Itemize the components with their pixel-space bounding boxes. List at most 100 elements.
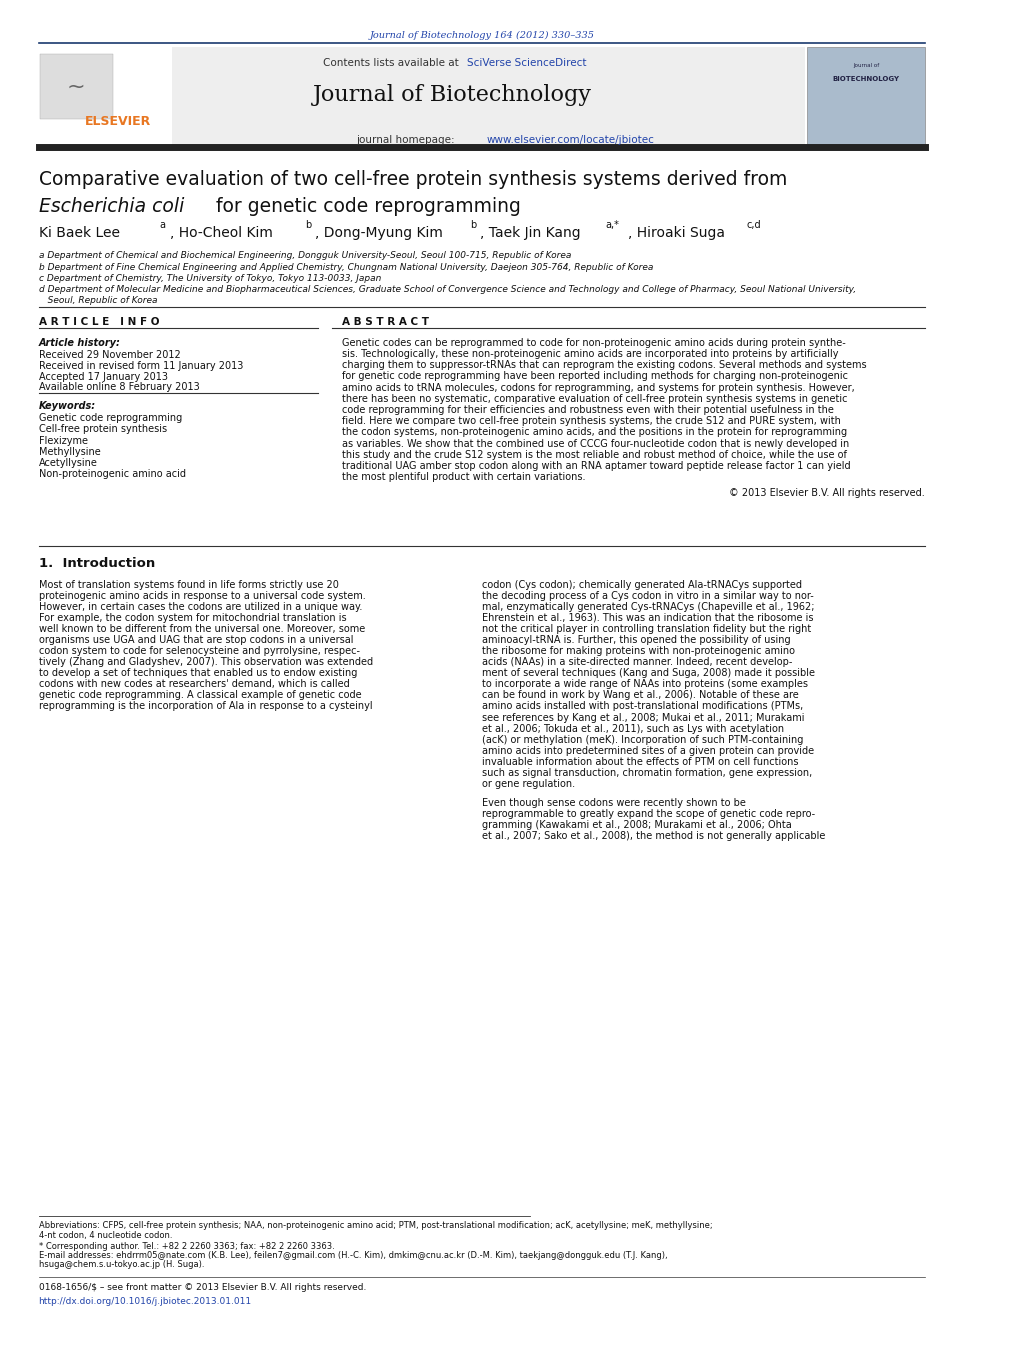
Text: the codon systems, non-proteinogenic amino acids, and the positions in the prote: the codon systems, non-proteinogenic ami… — [342, 427, 847, 438]
Text: reprogramming is the incorporation of Ala in response to a cysteinyl: reprogramming is the incorporation of Al… — [39, 701, 373, 712]
Text: codon (Cys codon); chemically generated Ala-tRNACys supported: codon (Cys codon); chemically generated … — [482, 580, 801, 589]
Text: journal homepage:: journal homepage: — [356, 135, 458, 145]
Text: hsuga@chem.s.u-tokyo.ac.jp (H. Suga).: hsuga@chem.s.u-tokyo.ac.jp (H. Suga). — [39, 1260, 204, 1270]
Text: a Department of Chemical and Biochemical Engineering, Dongguk University-Seoul, : a Department of Chemical and Biochemical… — [39, 251, 571, 261]
Text: Escherichia coli: Escherichia coli — [39, 197, 184, 216]
Text: code reprogramming for their efficiencies and robustness even with their potenti: code reprogramming for their efficiencie… — [342, 405, 834, 415]
Text: A B S T R A C T: A B S T R A C T — [342, 317, 429, 327]
Text: 1.  Introduction: 1. Introduction — [39, 557, 155, 570]
Text: Journal of Biotechnology: Journal of Biotechnology — [313, 84, 592, 105]
Text: Available online 8 February 2013: Available online 8 February 2013 — [39, 382, 199, 392]
Text: a,*: a,* — [605, 220, 619, 230]
Text: © 2013 Elsevier B.V. All rights reserved.: © 2013 Elsevier B.V. All rights reserved… — [729, 488, 925, 497]
Text: 4-nt codon, 4 nucleotide codon.: 4-nt codon, 4 nucleotide codon. — [39, 1231, 173, 1240]
Text: ELSEVIER: ELSEVIER — [85, 115, 151, 128]
Text: amino acids installed with post-translational modifications (PTMs,: amino acids installed with post-translat… — [482, 701, 803, 712]
Text: , Hiroaki Suga: , Hiroaki Suga — [628, 226, 725, 239]
Text: c,d: c,d — [746, 220, 762, 230]
Text: Genetic code reprogramming: Genetic code reprogramming — [39, 413, 182, 423]
Text: codons with new codes at researchers' demand, which is called: codons with new codes at researchers' de… — [39, 680, 349, 689]
Text: Contents lists available at: Contents lists available at — [324, 58, 463, 68]
Text: b: b — [471, 220, 477, 230]
Text: proteinogenic amino acids in response to a universal code system.: proteinogenic amino acids in response to… — [39, 590, 366, 601]
Text: for genetic code reprogramming: for genetic code reprogramming — [210, 197, 521, 216]
FancyBboxPatch shape — [808, 47, 925, 145]
Text: Even though sense codons were recently shown to be: Even though sense codons were recently s… — [482, 798, 745, 808]
FancyBboxPatch shape — [39, 47, 806, 145]
Text: Genetic codes can be reprogrammed to code for non-proteinogenic amino acids duri: Genetic codes can be reprogrammed to cod… — [342, 338, 845, 347]
Text: as variables. We show that the combined use of CCCG four-nucleotide codon that i: as variables. We show that the combined … — [342, 439, 849, 449]
Text: amino acids to tRNA molecules, codons for reprogramming, and systems for protein: amino acids to tRNA molecules, codons fo… — [342, 382, 855, 393]
Text: d Department of Molecular Medicine and Biopharmaceutical Sciences, Graduate Scho: d Department of Molecular Medicine and B… — [39, 285, 856, 295]
Text: et al., 2007; Sako et al., 2008), the method is not generally applicable: et al., 2007; Sako et al., 2008), the me… — [482, 831, 825, 842]
Text: to develop a set of techniques that enabled us to endow existing: to develop a set of techniques that enab… — [39, 669, 357, 678]
Text: a: a — [159, 220, 165, 230]
Text: to incorporate a wide range of NAAs into proteins (some examples: to incorporate a wide range of NAAs into… — [482, 680, 808, 689]
Text: see references by Kang et al., 2008; Mukai et al., 2011; Murakami: see references by Kang et al., 2008; Muk… — [482, 712, 805, 723]
Text: http://dx.doi.org/10.1016/j.jbiotec.2013.01.011: http://dx.doi.org/10.1016/j.jbiotec.2013… — [39, 1297, 251, 1306]
Text: SciVerse ScienceDirect: SciVerse ScienceDirect — [468, 58, 587, 68]
Text: can be found in work by Wang et al., 2006). Notable of these are: can be found in work by Wang et al., 200… — [482, 690, 798, 700]
Text: not the critical player in controlling translation fidelity but the right: not the critical player in controlling t… — [482, 624, 811, 634]
FancyBboxPatch shape — [39, 47, 172, 145]
Text: Article history:: Article history: — [39, 338, 120, 347]
Text: E-mail addresses: ehdrrm05@nate.com (K.B. Lee), feilen7@gmail.com (H.-C. Kim), d: E-mail addresses: ehdrrm05@nate.com (K.B… — [39, 1251, 667, 1260]
Text: Seoul, Republic of Korea: Seoul, Republic of Korea — [39, 296, 157, 305]
Text: Keywords:: Keywords: — [39, 401, 96, 411]
Text: reprogrammable to greatly expand the scope of genetic code repro-: reprogrammable to greatly expand the sco… — [482, 809, 815, 819]
Text: ment of several techniques (Kang and Suga, 2008) made it possible: ment of several techniques (Kang and Sug… — [482, 669, 815, 678]
Text: such as signal transduction, chromatin formation, gene expression,: such as signal transduction, chromatin f… — [482, 767, 812, 778]
Text: aminoacyl-tRNA is. Further, this opened the possibility of using: aminoacyl-tRNA is. Further, this opened … — [482, 635, 790, 644]
Text: Methyllysine: Methyllysine — [39, 447, 100, 457]
Text: Ki Baek Lee: Ki Baek Lee — [39, 226, 119, 239]
Text: Flexizyme: Flexizyme — [39, 435, 88, 446]
Text: Cell-free protein synthesis: Cell-free protein synthesis — [39, 424, 166, 435]
Text: the most plentiful product with certain variations.: the most plentiful product with certain … — [342, 473, 585, 482]
Text: acids (NAAs) in a site-directed manner. Indeed, recent develop-: acids (NAAs) in a site-directed manner. … — [482, 657, 792, 667]
Text: or gene regulation.: or gene regulation. — [482, 780, 575, 789]
Text: traditional UAG amber stop codon along with an RNA aptamer toward peptide releas: traditional UAG amber stop codon along w… — [342, 461, 850, 471]
Text: ~: ~ — [66, 77, 86, 96]
Text: BIOTECHNOLOGY: BIOTECHNOLOGY — [833, 76, 900, 81]
Text: genetic code reprogramming. A classical example of genetic code: genetic code reprogramming. A classical … — [39, 690, 361, 700]
Text: Ehrenstein et al., 1963). This was an indication that the ribosome is: Ehrenstein et al., 1963). This was an in… — [482, 613, 814, 623]
Text: www.elsevier.com/locate/jbiotec: www.elsevier.com/locate/jbiotec — [487, 135, 654, 145]
Text: invaluable information about the effects of PTM on cell functions: invaluable information about the effects… — [482, 757, 798, 767]
Text: Journal of: Journal of — [854, 63, 879, 69]
Text: there has been no systematic, comparative evaluation of cell-free protein synthe: there has been no systematic, comparativ… — [342, 393, 847, 404]
Text: For example, the codon system for mitochondrial translation is: For example, the codon system for mitoch… — [39, 613, 346, 623]
Text: Comparative evaluation of two cell-free protein synthesis systems derived from: Comparative evaluation of two cell-free … — [39, 170, 787, 189]
Text: c Department of Chemistry, The University of Tokyo, Tokyo 113-0033, Japan: c Department of Chemistry, The Universit… — [39, 274, 381, 284]
Text: 0168-1656/$ – see front matter © 2013 Elsevier B.V. All rights reserved.: 0168-1656/$ – see front matter © 2013 El… — [39, 1283, 366, 1293]
Text: , Dong-Myung Kim: , Dong-Myung Kim — [315, 226, 443, 239]
Text: Abbreviations: CFPS, cell-free protein synthesis; NAA, non-proteinogenic amino a: Abbreviations: CFPS, cell-free protein s… — [39, 1221, 713, 1231]
Text: Journal of Biotechnology 164 (2012) 330–335: Journal of Biotechnology 164 (2012) 330–… — [370, 31, 594, 41]
Text: et al., 2006; Tokuda et al., 2011), such as Lys with acetylation: et al., 2006; Tokuda et al., 2011), such… — [482, 724, 784, 734]
Text: gramming (Kawakami et al., 2008; Murakami et al., 2006; Ohta: gramming (Kawakami et al., 2008; Murakam… — [482, 820, 791, 831]
Text: codon system to code for selenocysteine and pyrrolysine, respec-: codon system to code for selenocysteine … — [39, 646, 359, 657]
Text: Received 29 November 2012: Received 29 November 2012 — [39, 350, 181, 359]
Text: b: b — [305, 220, 311, 230]
Text: Acetyllysine: Acetyllysine — [39, 458, 97, 467]
Text: the decoding process of a Cys codon in vitro in a similar way to nor-: the decoding process of a Cys codon in v… — [482, 590, 814, 601]
Text: mal, enzymatically generated Cys-tRNACys (Chapeville et al., 1962;: mal, enzymatically generated Cys-tRNACys… — [482, 601, 815, 612]
Text: this study and the crude S12 system is the most reliable and robust method of ch: this study and the crude S12 system is t… — [342, 450, 846, 459]
Text: A R T I C L E   I N F O: A R T I C L E I N F O — [39, 317, 159, 327]
FancyBboxPatch shape — [41, 54, 112, 119]
Text: well known to be different from the universal one. Moreover, some: well known to be different from the univ… — [39, 624, 364, 634]
Text: organisms use UGA and UAG that are stop codons in a universal: organisms use UGA and UAG that are stop … — [39, 635, 353, 644]
Text: Most of translation systems found in life forms strictly use 20: Most of translation systems found in lif… — [39, 580, 338, 589]
Text: Received in revised form 11 January 2013: Received in revised form 11 January 2013 — [39, 361, 243, 370]
Text: , Taek Jin Kang: , Taek Jin Kang — [480, 226, 581, 239]
Text: field. Here we compare two cell-free protein synthesis systems, the crude S12 an: field. Here we compare two cell-free pro… — [342, 416, 841, 427]
Text: , Ho-Cheol Kim: , Ho-Cheol Kim — [169, 226, 273, 239]
Text: charging them to suppressor-tRNAs that can reprogram the existing codons. Severa: charging them to suppressor-tRNAs that c… — [342, 361, 867, 370]
Text: * Corresponding author. Tel.: +82 2 2260 3363; fax: +82 2 2260 3363.: * Corresponding author. Tel.: +82 2 2260… — [39, 1242, 334, 1251]
Text: amino acids into predetermined sites of a given protein can provide: amino acids into predetermined sites of … — [482, 746, 814, 755]
Text: Non-proteinogenic amino acid: Non-proteinogenic amino acid — [39, 469, 186, 478]
Text: b Department of Fine Chemical Engineering and Applied Chemistry, Chungnam Nation: b Department of Fine Chemical Engineerin… — [39, 263, 652, 273]
Text: sis. Technologically, these non-proteinogenic amino acids are incorporated into : sis. Technologically, these non-proteino… — [342, 349, 838, 359]
Text: for genetic code reprogramming have been reported including methods for charging: for genetic code reprogramming have been… — [342, 372, 848, 381]
Text: Accepted 17 January 2013: Accepted 17 January 2013 — [39, 372, 167, 381]
Text: the ribosome for making proteins with non-proteinogenic amino: the ribosome for making proteins with no… — [482, 646, 794, 657]
